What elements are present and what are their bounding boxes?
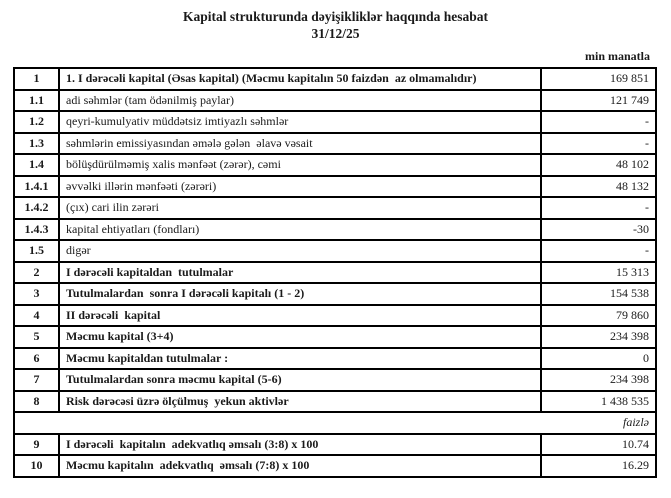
row-value: 121 749 xyxy=(540,88,657,112)
row-label: 1. I dərəcəli kapital (Əsas kapital) (Mə… xyxy=(58,67,542,91)
row-number: 2 xyxy=(13,260,60,284)
row-number: 1.3 xyxy=(13,131,60,155)
row-label: kapital ehtiyatları (fondları) xyxy=(58,217,542,241)
row-value: 79 860 xyxy=(540,303,657,327)
row-value: 1 438 535 xyxy=(540,389,657,413)
table-row: 1.2 qeyri-kumulyativ müddətsiz imtiyazlı… xyxy=(13,110,657,134)
row-value: 10.74 xyxy=(540,432,657,456)
table-row: 1.4.3 kapital ehtiyatları (fondları) -30 xyxy=(13,217,657,241)
table-row: 1.5 digər - xyxy=(13,239,657,263)
row-value: 48 102 xyxy=(540,153,657,177)
table-row: 3 Tutulmalardan sonra I dərəcəli kapital… xyxy=(13,282,657,306)
row-label: Məcmu kapital (3+4) xyxy=(58,325,542,349)
row-value: - xyxy=(540,239,657,263)
row-number: 9 xyxy=(13,432,60,456)
row-label: Məcmu kapitalın adekvatlıq əmsalı (7:8) … xyxy=(58,454,542,478)
row-value: - xyxy=(540,110,657,134)
table-row: 6 Məcmu kapitaldan tutulmalar : 0 xyxy=(13,346,657,370)
row-label: I dərəcəli kapitalın adekvatlıq əmsalı (… xyxy=(58,432,542,456)
row-label: adi səhmlər (tam ödənilmiş paylar) xyxy=(58,88,542,112)
row-number: 1.1 xyxy=(13,88,60,112)
table-row: 8 Risk dərəcəsi üzrə ölçülmuş yekun akti… xyxy=(13,389,657,413)
table-row: 1.3 səhmlərin emissiyasından əmələ gələn… xyxy=(13,131,657,155)
table-row: 9 I dərəcəli kapitalın adekvatlıq əmsalı… xyxy=(13,432,657,456)
row-value: 234 398 xyxy=(540,368,657,392)
row-label: Tutulmalardan sonra I dərəcəli kapitalı … xyxy=(58,282,542,306)
table-row: 5 Məcmu kapital (3+4) 234 398 xyxy=(13,325,657,349)
table-row: 1.1 adi səhmlər (tam ödənilmiş paylar) 1… xyxy=(13,88,657,112)
row-number: 1.2 xyxy=(13,110,60,134)
table-row: 1.4.1 əvvəlki illərin mənfəəti (zərəri) … xyxy=(13,174,657,198)
row-number: 7 xyxy=(13,368,60,392)
row-label: qeyri-kumulyativ müddətsiz imtiyazlı səh… xyxy=(58,110,542,134)
row-label: (çıx) cari ilin zərəri xyxy=(58,196,542,220)
row-label: Məcmu kapitaldan tutulmalar : xyxy=(58,346,542,370)
row-number: 1.4.1 xyxy=(13,174,60,198)
row-label: Risk dərəcəsi üzrə ölçülmuş yekun aktivl… xyxy=(58,389,542,413)
row-label: Tutulmalardan sonra məcmu kapital (5-6) xyxy=(58,368,542,392)
row-number: 4 xyxy=(13,303,60,327)
capital-structure-table: 1 1. I dərəcəli kapital (Əsas kapital) (… xyxy=(13,67,657,478)
row-number: 1 xyxy=(13,67,60,91)
report-date: 31/12/25 xyxy=(311,26,360,41)
row-label: II dərəcəli kapital xyxy=(58,303,542,327)
row-value: 234 398 xyxy=(540,325,657,349)
row-number: 1.5 xyxy=(13,239,60,263)
report-title: Kapital strukturunda dəyişikliklər haqqı… xyxy=(182,9,489,24)
row-value: -30 xyxy=(540,217,657,241)
row-value: 0 xyxy=(540,346,657,370)
row-number: 10 xyxy=(13,454,60,478)
row-value: 154 538 xyxy=(540,282,657,306)
percent-unit-note: faizlə xyxy=(13,411,657,435)
row-label: səhmlərin emissiyasından əmələ gələn əla… xyxy=(58,131,542,155)
row-label: I dərəcəli kapitaldan tutulmalar xyxy=(58,260,542,284)
row-number: 6 xyxy=(13,346,60,370)
row-number: 1.4 xyxy=(13,153,60,177)
row-value: - xyxy=(540,196,657,220)
table-row: 4 II dərəcəli kapital 79 860 xyxy=(13,303,657,327)
table-row: 2 I dərəcəli kapitaldan tutulmalar 15 31… xyxy=(13,260,657,284)
row-value: 169 851 xyxy=(540,67,657,91)
report-page: Kapital strukturunda dəyişikliklər haqqı… xyxy=(13,9,657,478)
table-row: 1.4.2 (çıx) cari ilin zərəri - xyxy=(13,196,657,220)
row-number: 8 xyxy=(13,389,60,413)
row-value: - xyxy=(540,131,657,155)
row-label: əvvəlki illərin mənfəəti (zərəri) xyxy=(58,174,542,198)
row-number: 1.4.3 xyxy=(13,217,60,241)
percent-unit-row: faizlə xyxy=(13,411,657,435)
row-value: 15 313 xyxy=(540,260,657,284)
table-row: 7 Tutulmalardan sonra məcmu kapital (5-6… xyxy=(13,368,657,392)
row-number: 5 xyxy=(13,325,60,349)
table-row: 1 1. I dərəcəli kapital (Əsas kapital) (… xyxy=(13,67,657,91)
row-value: 16.29 xyxy=(540,454,657,478)
table-row: 10 Məcmu kapitalın adekvatlıq əmsalı (7:… xyxy=(13,454,657,478)
row-number: 3 xyxy=(13,282,60,306)
table-row: 1.4 bölüşdürülməmiş xalis mənfəət (zərər… xyxy=(13,153,657,177)
row-value: 48 132 xyxy=(540,174,657,198)
row-number: 1.4.2 xyxy=(13,196,60,220)
row-label: bölüşdürülməmiş xalis mənfəət (zərər), c… xyxy=(58,153,542,177)
unit-note: min manatla xyxy=(584,49,650,63)
row-label: digər xyxy=(58,239,542,263)
